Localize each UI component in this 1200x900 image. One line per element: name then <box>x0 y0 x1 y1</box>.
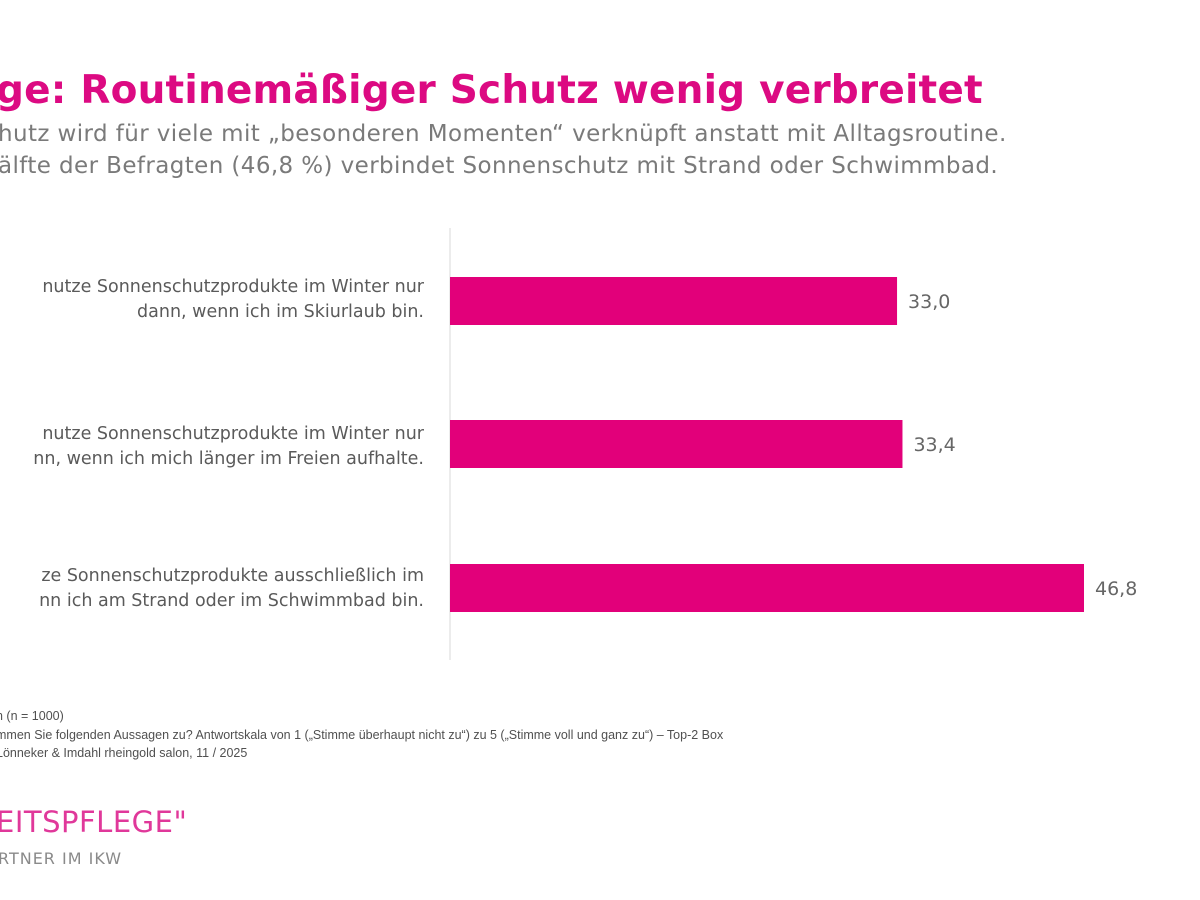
category-label-2-line-2: nn, wenn ich mich länger im Freien aufha… <box>33 449 424 469</box>
bar-2 <box>450 420 903 468</box>
category-label-3: ze Sonnenschutzprodukte ausschließlich i… <box>39 564 424 614</box>
footnote-sample: n (n = 1000) <box>0 709 64 723</box>
page-title: ge: Routinemäßiger Schutz wenig verbreit… <box>0 68 983 113</box>
subtitle-line-1: hutz wird für viele mit „besonderen Mome… <box>0 121 1007 147</box>
category-label-2: nutze Sonnenschutzprodukte im Winter nur… <box>33 422 424 472</box>
bar-3 <box>450 564 1084 612</box>
value-label-3: 46,8 <box>1095 578 1137 600</box>
footnote-question: mmen Sie folgenden Aussagen zu? Antworts… <box>0 728 724 742</box>
category-label-2-line-1: nutze Sonnenschutzprodukte im Winter nur <box>42 424 424 444</box>
category-label-3-line-1: ze Sonnenschutzprodukte ausschließlich i… <box>41 566 424 586</box>
category-label-3-line-2: nn ich am Strand oder im Schwimmbad bin. <box>39 591 424 611</box>
category-label-1-line-1: nutze Sonnenschutzprodukte im Winter nur <box>42 277 424 297</box>
value-label-1: 33,0 <box>908 291 950 313</box>
category-label-1: nutze Sonnenschutzprodukte im Winter nur… <box>42 275 424 325</box>
subtitle-line-2: älfte der Befragten (46,8 %) verbindet S… <box>0 153 999 179</box>
footnote-source: Lönneker & Imdahl rheingold salon, 11 / … <box>0 746 248 760</box>
brand-logo-text: EITSPFLEGE" <box>0 805 188 839</box>
value-label-2: 33,4 <box>913 434 955 456</box>
brand-logo-subtext: RTNER IM IKW <box>0 849 123 868</box>
category-label-1-line-2: dann, wenn ich im Skiurlaub bin. <box>137 302 424 322</box>
bars-group: 33,0 33,4 46,8 <box>450 277 1137 612</box>
bar-1 <box>450 277 898 325</box>
